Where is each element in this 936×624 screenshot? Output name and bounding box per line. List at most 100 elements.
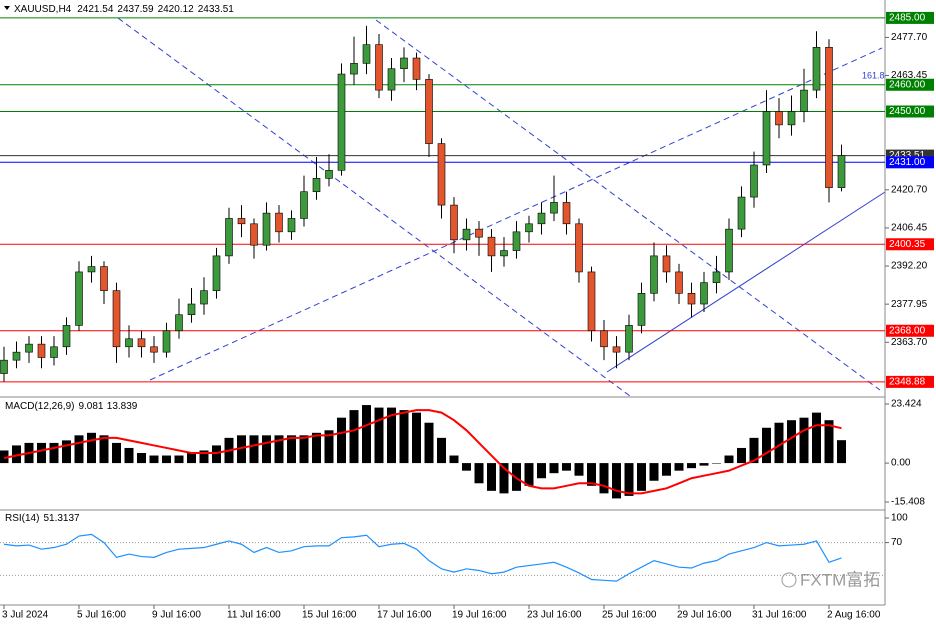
macd-bar bbox=[487, 463, 496, 491]
level-label: 2431.00 bbox=[889, 157, 926, 168]
candle-body bbox=[175, 314, 183, 332]
signal-line bbox=[3, 409, 842, 495]
level-label: 2450.00 bbox=[889, 106, 926, 117]
candle-body bbox=[25, 343, 33, 353]
candle-body bbox=[612, 346, 621, 353]
candle-body bbox=[87, 266, 96, 273]
macd-bar bbox=[674, 463, 684, 471]
macd-bar bbox=[537, 463, 546, 479]
symbol: XAUUSD,H4 bbox=[14, 4, 72, 15]
macd-bar bbox=[412, 412, 421, 464]
candle-body bbox=[112, 290, 121, 348]
readout: 9.081 bbox=[78, 401, 103, 412]
macd-bar bbox=[499, 463, 509, 494]
macd-bar bbox=[87, 432, 96, 464]
candle-body bbox=[325, 170, 333, 179]
macd-bar bbox=[787, 420, 796, 464]
candle-body bbox=[350, 63, 358, 75]
candle-body bbox=[0, 359, 8, 374]
macd-bar bbox=[762, 427, 771, 464]
candle-body bbox=[687, 293, 696, 305]
macd-bar bbox=[524, 463, 534, 486]
candle-body bbox=[625, 325, 633, 353]
candle-body bbox=[75, 271, 83, 326]
macd-bar bbox=[574, 463, 584, 476]
candle-body bbox=[212, 255, 221, 291]
candle-body bbox=[387, 68, 396, 91]
candle-body bbox=[375, 44, 383, 91]
readout: 2437.59 bbox=[117, 4, 154, 15]
macd-bar bbox=[49, 442, 59, 464]
y-tick-label: -15.408 bbox=[891, 497, 925, 508]
candle-body bbox=[600, 330, 608, 348]
macd-bar bbox=[437, 437, 446, 464]
level-label: 2460.00 bbox=[889, 79, 926, 90]
x-tick-label: 3 Jul 2024 bbox=[2, 610, 49, 621]
macd-bar bbox=[624, 463, 634, 496]
y-tick-label: 2463.45 bbox=[891, 70, 928, 81]
trendline bbox=[117, 17, 631, 397]
macd-bar bbox=[799, 417, 809, 464]
rsi-header: RSI(14) 51.3137 bbox=[5, 513, 80, 524]
candle-body bbox=[362, 44, 371, 64]
candle-body bbox=[500, 250, 508, 257]
macd-bar bbox=[237, 435, 246, 464]
candle-body bbox=[37, 343, 46, 358]
macd-bar bbox=[374, 407, 384, 464]
candle-body bbox=[100, 266, 108, 291]
macd-bar bbox=[662, 463, 671, 476]
candle-body bbox=[837, 155, 846, 188]
candle-body bbox=[162, 330, 171, 353]
y-tick-label: 2377.95 bbox=[891, 299, 928, 310]
candle-body bbox=[700, 282, 708, 305]
y-tick-label: 2363.70 bbox=[891, 337, 928, 348]
candle-body bbox=[62, 325, 71, 348]
candle-body bbox=[650, 255, 658, 294]
y-tick-label: 70 bbox=[891, 537, 903, 548]
trendline bbox=[606, 191, 886, 373]
macd-bar bbox=[749, 437, 759, 464]
level-label-box bbox=[886, 156, 934, 169]
candle-body bbox=[537, 212, 546, 225]
y-tick-label: 2392.20 bbox=[891, 261, 928, 272]
macd-bar bbox=[274, 435, 284, 464]
level-label: 2368.00 bbox=[889, 325, 926, 336]
macd-bar bbox=[774, 422, 784, 464]
candle-body bbox=[512, 231, 521, 251]
candle-body bbox=[400, 57, 408, 70]
indicator-name: MACD(12,26,9) bbox=[5, 401, 74, 412]
macd-bar bbox=[112, 442, 121, 464]
candle-body bbox=[750, 164, 758, 198]
macd-header: MACD(12,26,9) 9.081 13.839 bbox=[5, 401, 138, 412]
macd-bar bbox=[587, 463, 596, 486]
x-tick-label: 23 Jul 16:00 bbox=[527, 610, 582, 621]
x-tick-label: 9 Jul 16:00 bbox=[152, 610, 201, 621]
macd-bar bbox=[424, 422, 434, 464]
candle-body bbox=[800, 89, 808, 112]
macd-bar bbox=[0, 450, 9, 464]
candle-body bbox=[225, 218, 233, 257]
candle-body bbox=[587, 271, 596, 332]
macd-bar bbox=[349, 410, 359, 464]
candle-body bbox=[637, 293, 646, 326]
level-label-box bbox=[886, 375, 934, 388]
x-tick-label: 25 Jul 16:00 bbox=[602, 610, 657, 621]
macd-bar bbox=[124, 447, 134, 464]
candle-body bbox=[425, 79, 433, 144]
candle-body bbox=[487, 236, 496, 257]
macd-bar bbox=[599, 463, 609, 494]
macd-bar bbox=[37, 442, 46, 464]
trendline bbox=[375, 19, 881, 391]
macd-bar bbox=[262, 435, 271, 464]
candle-body bbox=[187, 303, 196, 316]
macd-bar bbox=[162, 455, 171, 464]
candle-body bbox=[337, 73, 346, 171]
macd-bar bbox=[299, 435, 309, 464]
menu-arrow[interactable] bbox=[4, 6, 10, 10]
candle-body bbox=[787, 111, 796, 126]
candle-body bbox=[475, 228, 483, 238]
level-label: 2348.88 bbox=[889, 377, 926, 388]
macd-bar bbox=[474, 463, 484, 484]
